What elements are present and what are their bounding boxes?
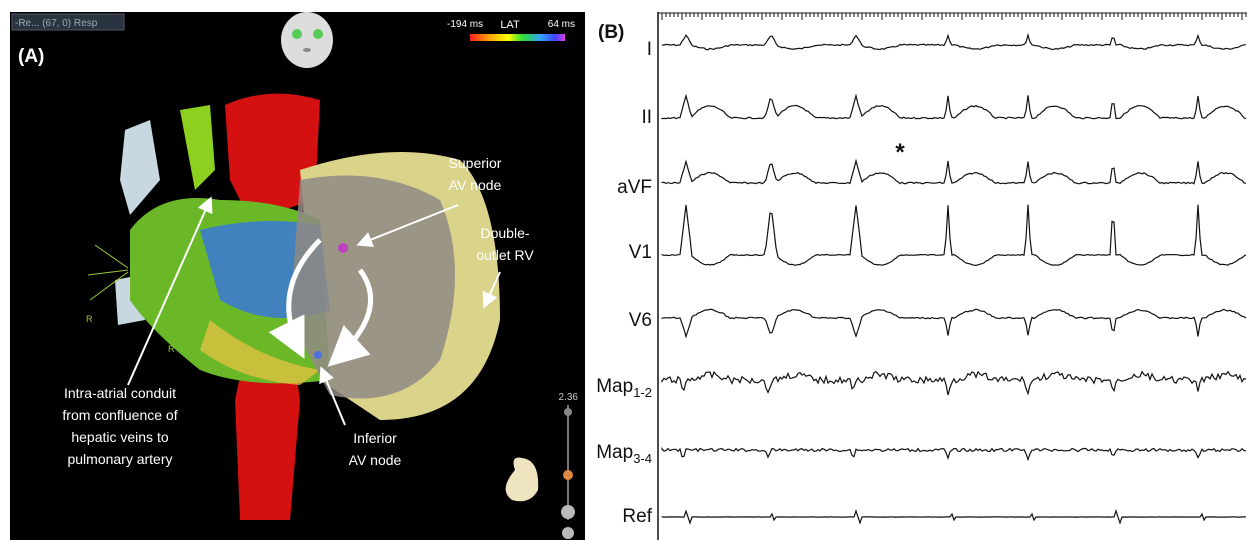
lat-min: -194 ms <box>447 19 483 30</box>
orientation-mark: R <box>86 314 93 324</box>
lead-label: aVF <box>617 177 652 198</box>
annotation: outlet RV <box>476 247 534 263</box>
lat-max: 64 ms <box>548 19 575 30</box>
lat-title: LAT <box>500 19 520 31</box>
panel-a: -Re... (67, 0) Resp (A) -194 ms LAT 64 m… <box>10 12 585 540</box>
lead-name: V1 <box>629 242 652 263</box>
lead-label: Map1-2 <box>596 376 652 400</box>
lead-subscript: 3-4 <box>633 451 652 466</box>
conduit-shell <box>290 176 455 399</box>
lead-name: I <box>647 39 652 60</box>
lead-name: V6 <box>629 310 652 331</box>
annotation: from confluence of <box>62 407 177 423</box>
dropdown-text: -Re... (67, 0) Resp <box>15 18 98 29</box>
lead-label: II <box>641 107 652 128</box>
lat-colorbar <box>470 34 565 41</box>
lead-name: II <box>641 107 652 128</box>
ecg-trace <box>662 205 1246 266</box>
zoom-level: 2.36 <box>559 392 579 403</box>
annotation: AV node <box>349 452 402 468</box>
ecg-trace <box>662 161 1246 184</box>
ecg-trace <box>662 511 1246 523</box>
lead-label: V1 <box>629 242 652 263</box>
annotation: Double- <box>480 225 529 241</box>
ecg-trace <box>662 449 1246 460</box>
lead-name: Map <box>596 442 633 463</box>
annotation: pulmonary artery <box>67 451 172 467</box>
ecg-trace <box>662 95 1246 118</box>
annotation: Superior <box>449 155 502 171</box>
lead-label: Ref <box>622 506 652 527</box>
annotation: hepatic veins to <box>71 429 168 445</box>
orientation-mark: R <box>168 344 175 354</box>
lead-subscript: 1-2 <box>633 385 652 400</box>
lead-name: Map <box>596 376 633 397</box>
lead-name: Ref <box>622 506 652 527</box>
annotation: AV node <box>449 177 502 193</box>
figure: -Re... (67, 0) Resp (A) -194 ms LAT 64 m… <box>0 0 1247 540</box>
ecg-trace <box>662 372 1246 395</box>
ecg-trace <box>662 309 1246 336</box>
lead-label: V6 <box>629 310 652 331</box>
panel-label: (A) <box>18 46 44 67</box>
lead-name: aVF <box>617 177 652 198</box>
ecg-trace <box>662 35 1246 50</box>
lead-label: Map3-4 <box>596 442 652 466</box>
orientation-head <box>281 12 333 68</box>
asterisk: * <box>895 139 905 166</box>
annotation: Inferior <box>353 430 397 446</box>
lead-label: I <box>647 39 652 60</box>
panel-label: (B) <box>598 22 624 43</box>
annotation: Intra-atrial conduit <box>64 385 176 401</box>
